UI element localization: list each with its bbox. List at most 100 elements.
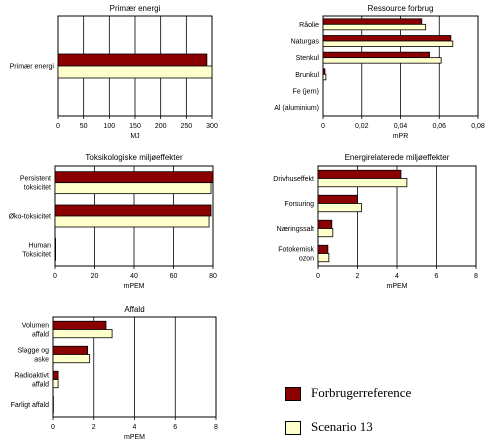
x-axis-label: mPR [393, 133, 409, 140]
x-tick-label: 20 [91, 273, 99, 280]
category-label: Farligt affald [11, 402, 49, 409]
x-tick-label: 250 [180, 123, 192, 130]
category-label: Næringssalt [277, 226, 314, 233]
x-tick-label: 0 [51, 424, 55, 431]
chart-title: Ressource forbrug [368, 4, 434, 13]
x-axis-label: mPEM [124, 434, 145, 441]
bar-forbrugerreference [52, 370, 59, 380]
category-label: Naturgas [291, 39, 320, 46]
x-tick-label: 0 [53, 273, 57, 280]
chart-title: Toksikologiske miljøeffekter [85, 153, 183, 162]
x-tick-label: 0 [316, 273, 320, 280]
panel-2: 0 20 40 60 80 Persistent toksicitet Øko-toksici… [9, 153, 217, 290]
x-tick-label: 4 [395, 273, 399, 280]
legend-swatch-forbrugerreference [285, 387, 301, 401]
x-tick-label: 80 [209, 273, 217, 280]
bar-scenario-13 [317, 203, 362, 213]
category-label: affald [32, 382, 49, 389]
x-tick-label: 0,06 [432, 123, 446, 130]
x-tick-label: 100 [103, 123, 115, 130]
panel-3: 0 2 4 6 8 Drivhuseffekt Forsuring Næringssalt Fo… [273, 153, 478, 290]
x-tick-label: 0,02 [355, 123, 369, 130]
bar-forbrugerreference [317, 244, 329, 254]
category-label: Radioaktivt [14, 373, 49, 380]
category-label: Toksicitet [22, 251, 51, 258]
legend: Forbrugerreference Scenario 13 [285, 385, 475, 441]
bar-forbrugerreference [54, 204, 212, 217]
bar-forbrugerreference [322, 35, 452, 42]
bar-scenario-13 [54, 182, 212, 195]
x-axis-label: mPEM [124, 283, 145, 290]
category-label: Fe (jern) [293, 89, 319, 96]
bar-forbrugerreference [52, 320, 107, 330]
x-tick-label: 0 [321, 123, 325, 130]
bar-forbrugerreference [322, 68, 326, 75]
bar-scenario-13 [317, 228, 334, 238]
bar-scenario-13 [322, 57, 442, 64]
bar-scenario-13 [54, 215, 210, 228]
panel-4: 0 2 4 6 8 Volumen affald Slagge og aske Radioakti… [11, 305, 218, 441]
bar-forbrugerreference [54, 237, 56, 250]
x-tick-label: 40 [130, 273, 138, 280]
category-label: Brunkul [295, 72, 319, 79]
bar-scenario-13 [57, 65, 213, 79]
bar-scenario-13 [52, 329, 113, 339]
bar-scenario-13 [54, 248, 56, 261]
category-label: aske [34, 357, 49, 364]
x-tick-label: 50 [80, 123, 88, 130]
category-label: ozon [299, 256, 314, 263]
bar-forbrugerreference [317, 219, 333, 229]
bar-forbrugerreference [54, 171, 214, 184]
bar-scenario-13 [52, 354, 91, 364]
x-tick-label: 0,08 [471, 123, 485, 130]
bar-scenario-13 [322, 40, 454, 47]
panel-1: 0 0,02 0,04 0,06 0,08 Råolie Naturgas Stenkul Br… [274, 4, 485, 140]
x-axis-label: MJ [130, 133, 139, 140]
bar-forbrugerreference [322, 18, 423, 25]
x-tick-label: 150 [129, 123, 141, 130]
x-tick-label: 2 [92, 424, 96, 431]
category-label: Slagge og [17, 348, 49, 355]
bar-scenario-13 [52, 379, 59, 389]
category-label: Human [28, 242, 51, 249]
bar-forbrugerreference [57, 53, 208, 67]
bar-scenario-13 [317, 253, 330, 263]
category-label: Råolie [299, 21, 319, 29]
x-tick-label: 2 [356, 273, 360, 280]
x-tick-label: 60 [170, 273, 178, 280]
x-tick-label: 0,04 [394, 123, 408, 130]
category-label: Forsuring [284, 201, 314, 208]
category-label: Primær energi [10, 64, 55, 71]
chart-title: Affald [124, 305, 144, 314]
x-tick-label: 300 [206, 123, 218, 130]
panel-0: 0 50 100 150 200 250 300 Primær energi Primær en… [10, 4, 218, 140]
bar-scenario-13 [322, 73, 327, 81]
category-label: Al (aluminium) [274, 105, 319, 112]
category-label: Fotokemisk [278, 247, 314, 254]
category-label: Volumen [22, 323, 49, 330]
x-tick-label: 4 [133, 424, 137, 431]
x-tick-label: 8 [214, 424, 218, 431]
bar-forbrugerreference [317, 169, 402, 179]
legend-swatch-scenario-13 [285, 421, 301, 435]
category-label: Drivhuseffekt [273, 176, 314, 183]
bar-forbrugerreference [317, 194, 358, 204]
category-label: Øko-toksicitet [9, 214, 51, 221]
x-tick-label: 6 [435, 273, 439, 280]
x-axis-label: mPEM [387, 283, 408, 290]
bar-forbrugerreference [322, 51, 430, 59]
chart-title: Energirelaterede miljøeffekter [345, 153, 450, 162]
category-label: toksicitet [24, 185, 51, 192]
category-label: affald [32, 332, 49, 339]
bar-forbrugerreference [52, 345, 89, 355]
x-tick-label: 200 [155, 123, 167, 130]
legend-label-forbrugerreference: Forbrugerreference [311, 385, 412, 400]
legend-label-scenario-13: Scenario 13 [311, 419, 373, 434]
bar-scenario-13 [317, 178, 408, 188]
chart-title: Primær energi [110, 4, 161, 13]
category-label: Stenkul [296, 55, 320, 62]
x-tick-label: 0 [56, 123, 60, 130]
bar-scenario-13 [322, 23, 427, 31]
category-label: Persistent [20, 176, 51, 183]
